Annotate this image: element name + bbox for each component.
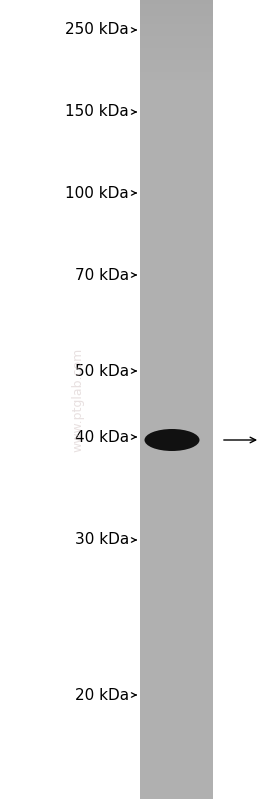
Text: 30 kDa: 30 kDa <box>75 532 129 547</box>
Text: www.ptglab.com: www.ptglab.com <box>72 348 85 451</box>
Bar <box>140 20 213 24</box>
Ellipse shape <box>144 429 199 451</box>
Text: 40 kDa: 40 kDa <box>75 430 129 444</box>
Text: 50 kDa: 50 kDa <box>75 364 129 379</box>
Text: 20 kDa: 20 kDa <box>75 687 129 702</box>
Text: 250 kDa: 250 kDa <box>65 22 129 38</box>
Bar <box>140 0 213 4</box>
Bar <box>140 48 213 52</box>
Bar <box>140 28 213 32</box>
Bar <box>140 16 213 20</box>
Bar <box>140 8 213 12</box>
Bar <box>140 44 213 48</box>
Text: 100 kDa: 100 kDa <box>65 185 129 201</box>
Text: 150 kDa: 150 kDa <box>65 105 129 120</box>
Bar <box>140 56 213 60</box>
Bar <box>140 72 213 76</box>
Bar <box>140 40 213 44</box>
Bar <box>140 76 213 80</box>
Bar <box>140 36 213 40</box>
Bar <box>140 32 213 36</box>
Bar <box>140 24 213 28</box>
Bar <box>140 0 213 799</box>
Bar <box>140 68 213 72</box>
Bar <box>140 60 213 64</box>
Bar <box>140 4 213 8</box>
Bar <box>140 64 213 68</box>
Text: 70 kDa: 70 kDa <box>75 268 129 283</box>
Bar <box>140 12 213 16</box>
Bar <box>140 52 213 56</box>
